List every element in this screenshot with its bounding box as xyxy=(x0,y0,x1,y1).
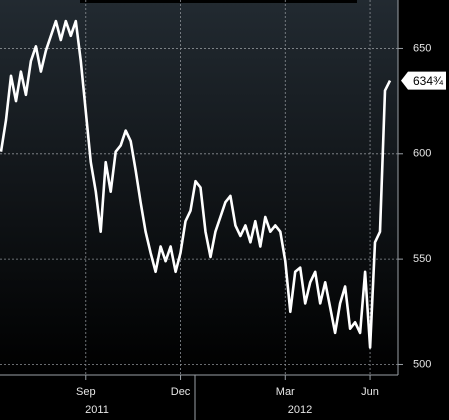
x-tick-label: Mar xyxy=(276,386,295,398)
y-tick-label: 500 xyxy=(413,358,431,370)
top-strip xyxy=(80,0,357,3)
grid xyxy=(0,0,398,375)
last-value-tag xyxy=(401,71,446,90)
year-label: 2012 xyxy=(288,404,312,416)
x-tick-label: Jun xyxy=(361,386,379,398)
y-tick-label: 650 xyxy=(413,42,431,54)
last-value-label: 634¾ xyxy=(413,74,444,88)
y-tick-label: 600 xyxy=(413,148,431,160)
marks xyxy=(0,19,392,349)
x-tick-label: Sep xyxy=(76,386,96,398)
x-tick-label: Dec xyxy=(171,386,191,398)
y-tick-label: 550 xyxy=(413,253,431,265)
price-line xyxy=(0,19,392,349)
year-label: 2011 xyxy=(85,404,109,416)
